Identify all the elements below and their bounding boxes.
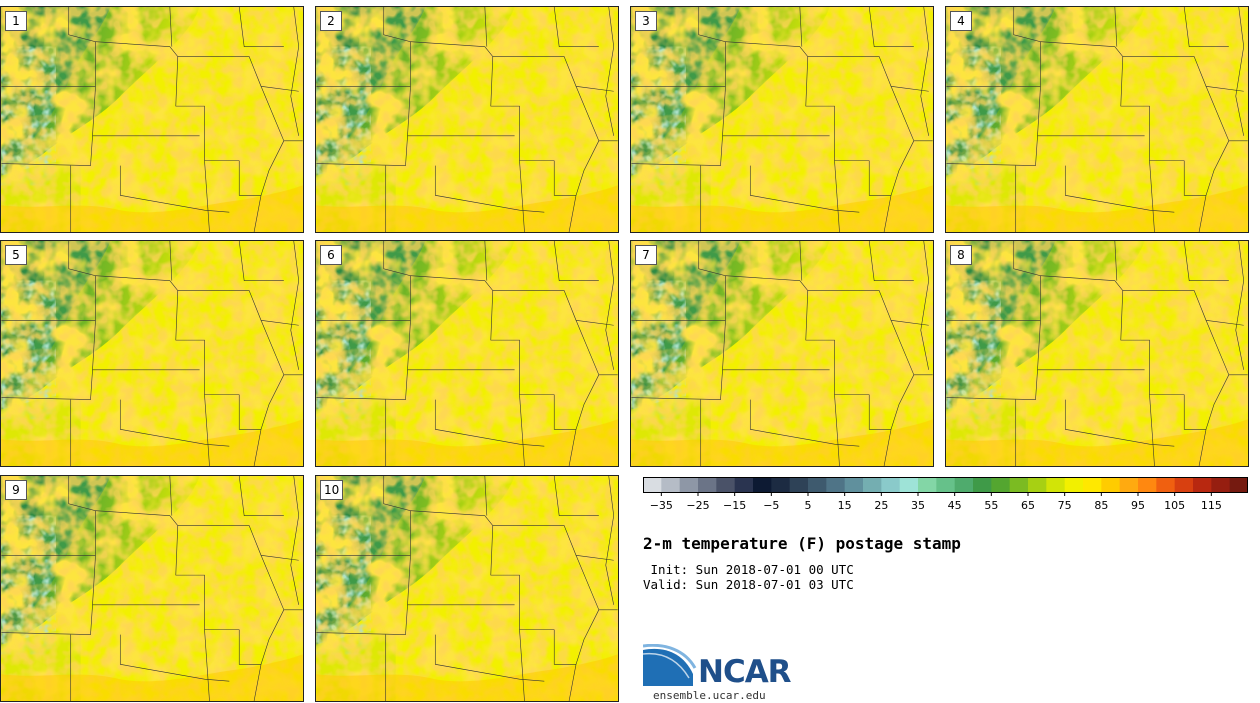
colorbar-tick-label: 105 [1164,499,1185,512]
colorbar-swatch [1174,477,1194,492]
colorbar-swatch [734,477,754,492]
member-label: 2 [320,11,342,31]
colorbar-tick-label: 115 [1201,499,1222,512]
member-label: 9 [5,480,27,500]
member-label: 3 [635,11,657,31]
colorbar-frame [643,477,1248,493]
colorbar-swatch [918,477,937,492]
colorbar-swatch [661,477,681,492]
colorbar-swatch [1211,477,1231,492]
colorbar-swatch [1028,477,1047,492]
colorbar-swatch [1046,477,1066,492]
colorbar-swatch [899,477,919,492]
colorbar-swatch [643,477,662,492]
temperature-map [631,241,933,466]
colorbar-tick-label: 95 [1131,499,1145,512]
colorbar-tick-label: −5 [763,499,779,512]
colorbar-swatch [936,477,956,492]
temperature-map [1,241,303,466]
colorbar: −35 −25 −15 −5 5 15 25 35 45 55 65 75 85 95 105 115 [643,477,1248,512]
temperature-map [316,7,618,232]
colorbar-swatch [789,477,809,492]
colorbar-tick-label: 45 [948,499,962,512]
colorbar-swatch [1156,477,1176,492]
member-label: 5 [5,245,27,265]
member-label: 7 [635,245,657,265]
colorbar-swatch [698,477,717,492]
colorbar-swatch [881,477,901,492]
member-panel-5: 5 [0,240,304,467]
temperature-map [946,241,1248,466]
temperature-map [316,241,618,466]
member-label: 4 [950,11,972,31]
logo-text: NCAR [698,654,792,690]
colorbar-swatch [753,477,772,492]
temperature-map [631,7,933,232]
colorbar-swatch [826,477,846,492]
colorbar-swatch [863,477,882,492]
colorbar-swatch [716,477,736,492]
temperature-map [946,7,1248,232]
colorbar-tick-label: 35 [911,499,925,512]
temperature-map [316,476,618,701]
colorbar-swatch [771,477,791,492]
colorbar-tick-label: 5 [805,499,812,512]
figure-title: 2-m temperature (F) postage stamp [643,534,961,553]
member-label: 6 [320,245,342,265]
ncar-logo-icon [643,644,697,686]
colorbar-swatch [973,477,992,492]
colorbar-swatch [991,477,1011,492]
member-label: 8 [950,245,972,265]
member-panel-10: 10 [315,475,619,702]
member-panel-9: 9 [0,475,304,702]
colorbar-swatch [1064,477,1084,492]
colorbar-swatch [1229,477,1248,492]
member-label: 10 [320,480,344,500]
colorbar-swatch [1138,477,1157,492]
colorbar-tick-label: 75 [1058,499,1072,512]
colorbar-tick-label: 85 [1094,499,1108,512]
member-label: 1 [5,11,27,31]
colorbar-swatch [1083,477,1102,492]
init-time: Init: Sun 2018-07-01 00 UTC [643,562,854,577]
member-panel-6: 6 [315,240,619,467]
colorbar-tick-label: 25 [874,499,888,512]
colorbar-tick-label: 65 [1021,499,1035,512]
colorbar-swatch [1009,477,1029,492]
member-panel-7: 7 [630,240,934,467]
colorbar-tick-label: −25 [686,499,709,512]
colorbar-tick-label: 55 [984,499,998,512]
colorbar-swatch [954,477,974,492]
member-panel-3: 3 [630,6,934,233]
site-url: ensemble.ucar.edu [653,689,766,702]
member-panel-4: 4 [945,6,1249,233]
colorbar-tick-label: −35 [650,499,673,512]
temperature-map [1,476,303,701]
colorbar-swatch [1193,477,1212,492]
valid-time: Valid: Sun 2018-07-01 03 UTC [643,577,854,592]
colorbar-swatch [679,477,699,492]
temperature-map [1,7,303,232]
member-panel-8: 8 [945,240,1249,467]
colorbar-tick-label: −15 [723,499,746,512]
colorbar-tick-label: 15 [838,499,852,512]
colorbar-swatch [1101,477,1121,492]
member-panel-2: 2 [315,6,619,233]
member-panel-1: 1 [0,6,304,233]
colorbar-swatch [1119,477,1139,492]
colorbar-swatch [844,477,864,492]
colorbar-swatch [808,477,827,492]
